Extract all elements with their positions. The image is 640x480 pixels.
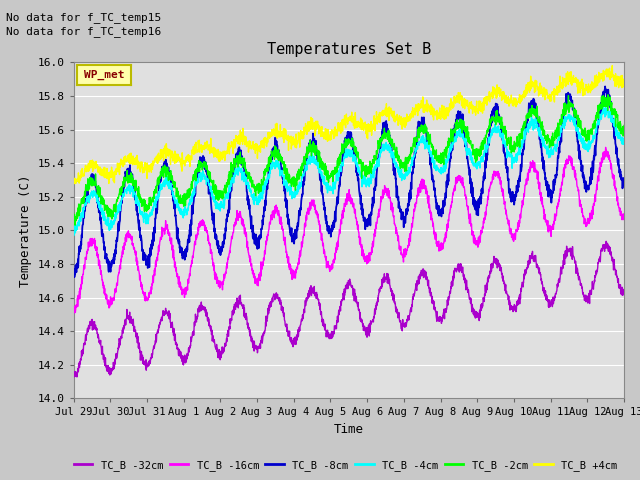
Title: Temperatures Set B: Temperatures Set B bbox=[267, 42, 431, 57]
Legend: TC_B -32cm, TC_B -16cm, TC_B -8cm, TC_B -4cm, TC_B -2cm, TC_B +4cm: TC_B -32cm, TC_B -16cm, TC_B -8cm, TC_B … bbox=[70, 456, 621, 475]
X-axis label: Time: Time bbox=[334, 423, 364, 436]
Text: No data for f_TC_temp16: No data for f_TC_temp16 bbox=[6, 26, 162, 37]
Text: WP_met: WP_met bbox=[84, 70, 124, 80]
Text: No data for f_TC_temp15: No data for f_TC_temp15 bbox=[6, 12, 162, 23]
Y-axis label: Temperature (C): Temperature (C) bbox=[19, 174, 32, 287]
